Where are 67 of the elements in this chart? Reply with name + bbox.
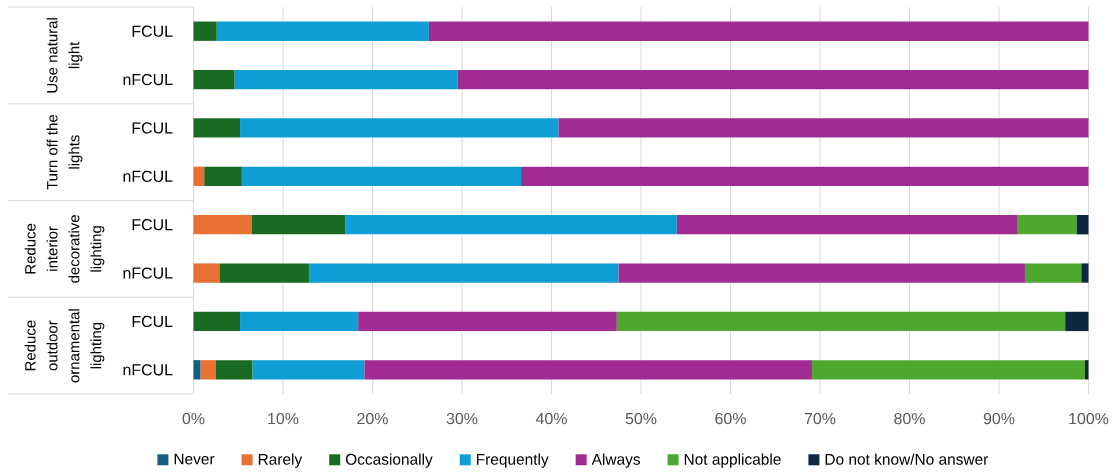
bar — [193, 215, 252, 235]
bar — [616, 311, 1066, 332]
y-tick-label: nFCUL — [123, 267, 173, 279]
x-tick-label: 40% — [535, 412, 567, 425]
text: Reduce interior decorative lighting — [24, 215, 105, 283]
bar — [193, 69, 235, 90]
bar — [200, 360, 216, 380]
y-tick-label: FCUL — [132, 25, 173, 37]
text: Turn off the lights — [46, 115, 83, 190]
legend-label: Always — [591, 453, 640, 468]
x-tick-label: 100% — [1069, 412, 1109, 425]
y-tick-label: FCUL — [132, 219, 173, 231]
bar — [204, 166, 242, 186]
legend-label: Never — [174, 453, 215, 465]
y-tick-label: FCUL — [132, 315, 173, 328]
bar — [234, 69, 458, 90]
bar — [345, 215, 677, 235]
bar — [1076, 215, 1089, 235]
bar — [811, 360, 1085, 380]
text: Use natural light — [46, 18, 83, 93]
bar — [676, 215, 1018, 235]
bar — [193, 311, 241, 332]
x-tick-label: 80% — [894, 412, 925, 425]
bar — [308, 263, 619, 283]
bar — [364, 360, 812, 380]
bar — [618, 263, 1025, 283]
bar — [558, 118, 1089, 138]
bar — [193, 263, 220, 283]
x-tick-label: 20% — [357, 412, 388, 425]
x-tick-label: 90% — [983, 412, 1015, 425]
bar — [251, 215, 346, 235]
legend-label: Not applicable — [684, 453, 781, 468]
bar — [216, 21, 429, 41]
bar — [252, 360, 365, 380]
bar — [193, 360, 201, 380]
y-tick-label: nFCUL — [123, 364, 173, 376]
legend-label: Occasionally — [345, 453, 433, 468]
y-tick-label: nFCUL — [123, 170, 173, 182]
bar — [521, 166, 1089, 186]
bar — [240, 118, 559, 138]
bar — [457, 69, 1089, 90]
bar — [1081, 263, 1089, 283]
y-tick-label: FCUL — [132, 122, 173, 134]
bar — [193, 21, 217, 41]
bar — [215, 360, 253, 380]
y-tick-label: nFCUL — [123, 73, 173, 86]
x-tick-label: 30% — [446, 412, 478, 425]
bar — [241, 166, 522, 186]
bar — [1024, 263, 1082, 283]
x-tick-label: 10% — [268, 412, 299, 425]
bar — [193, 118, 241, 138]
bar — [358, 311, 617, 332]
bar — [1084, 360, 1089, 380]
legend-label: Rarely — [258, 453, 303, 468]
legend-label: Frequently — [476, 453, 549, 468]
bar — [1065, 311, 1089, 332]
bar — [240, 311, 359, 332]
bar — [428, 21, 1089, 41]
x-tick-label: 0% — [182, 412, 205, 425]
x-tick-label: 50% — [625, 412, 657, 425]
x-tick-label: 70% — [804, 412, 836, 425]
bar — [219, 263, 309, 283]
bar — [1017, 215, 1077, 235]
legend-label: Do not know/No answer — [825, 453, 989, 465]
bar — [193, 166, 205, 186]
x-tick-label: 60% — [715, 412, 746, 425]
text: Reduce outdoor ornamental lighting — [24, 309, 105, 383]
